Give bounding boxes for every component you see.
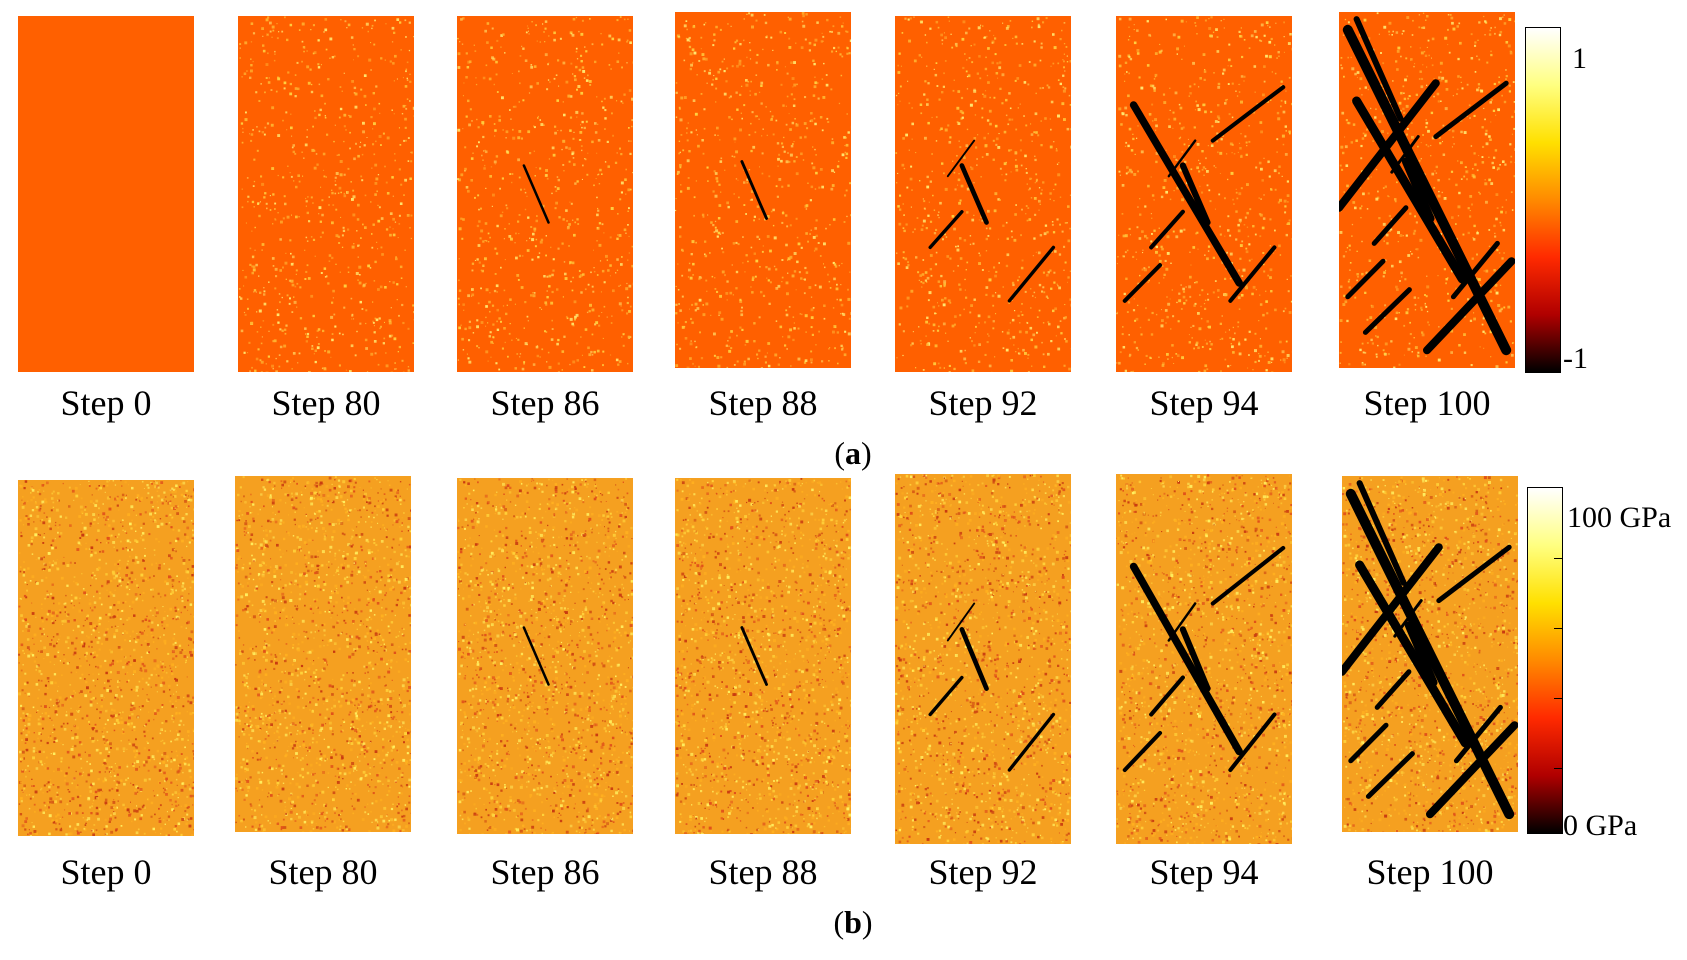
step-86-image-b bbox=[457, 478, 633, 834]
step-label: Step 88 bbox=[708, 852, 818, 892]
shear-band bbox=[1401, 157, 1435, 223]
shear-band bbox=[1122, 730, 1163, 773]
shear-band bbox=[1179, 162, 1211, 226]
shear-band bbox=[959, 163, 989, 225]
shear-band bbox=[1210, 85, 1286, 143]
colorbar-min-label-a: -1 bbox=[1563, 342, 1588, 375]
shear-band bbox=[1149, 209, 1185, 250]
shear-band bbox=[1345, 258, 1386, 300]
shear-band bbox=[1129, 562, 1243, 756]
shear-band bbox=[1436, 544, 1512, 604]
step-88-image-a bbox=[675, 12, 851, 368]
step-80-image-a bbox=[238, 16, 414, 372]
step-label: Step 92 bbox=[928, 383, 1038, 423]
colorbar-b bbox=[1527, 487, 1563, 834]
step-label: Step 86 bbox=[490, 383, 600, 423]
colorbar-max-label-b: 100 GPa bbox=[1567, 501, 1672, 534]
step-label: Step 0 bbox=[60, 383, 152, 423]
step-0-image-a bbox=[18, 16, 194, 372]
shear-band bbox=[1356, 480, 1407, 586]
shear-band bbox=[946, 139, 976, 178]
shear-band bbox=[1362, 287, 1412, 335]
step-100-image-a bbox=[1339, 12, 1515, 368]
shear-band bbox=[1149, 675, 1185, 717]
step-label: Step 80 bbox=[271, 383, 381, 423]
shear-band bbox=[1355, 560, 1470, 748]
step-label: Step 92 bbox=[928, 852, 1038, 892]
step-86-image-a bbox=[457, 16, 633, 372]
step-label: Step 94 bbox=[1149, 383, 1259, 423]
shear-band bbox=[1450, 240, 1500, 300]
shear-band bbox=[1228, 245, 1277, 303]
shear-band bbox=[1339, 79, 1440, 212]
step-label: Step 0 bbox=[60, 852, 152, 892]
shear-band bbox=[522, 626, 550, 686]
shear-band bbox=[1453, 704, 1503, 764]
panel-tag-a: (a) bbox=[834, 435, 872, 471]
shear-band bbox=[1353, 16, 1404, 122]
step-94-image-b bbox=[1116, 474, 1292, 844]
step-92-image-a bbox=[895, 16, 1071, 372]
shear-band bbox=[1423, 257, 1515, 355]
shear-band bbox=[1007, 245, 1056, 303]
shear-band bbox=[959, 627, 989, 691]
step-label: Step 100 bbox=[1366, 852, 1494, 892]
shear-band bbox=[740, 626, 768, 686]
shear-band bbox=[522, 164, 550, 224]
shear-band bbox=[1365, 751, 1415, 799]
shear-band bbox=[1433, 80, 1509, 140]
step-label: Step 94 bbox=[1149, 852, 1259, 892]
shear-band bbox=[928, 675, 964, 717]
step-88-image-b bbox=[675, 478, 851, 834]
shear-band bbox=[1404, 621, 1438, 687]
shear-band bbox=[946, 602, 976, 642]
panel-tag-b: (b) bbox=[833, 904, 873, 940]
shear-band bbox=[1342, 543, 1443, 676]
step-100-image-b bbox=[1342, 476, 1518, 832]
step-0-image-b bbox=[18, 480, 194, 836]
shear-band bbox=[1371, 205, 1409, 246]
shear-band bbox=[1122, 263, 1163, 303]
shear-band bbox=[1228, 712, 1277, 773]
shear-band bbox=[1007, 712, 1056, 772]
shear-band bbox=[928, 210, 964, 250]
shear-band bbox=[1352, 96, 1467, 284]
shear-band bbox=[740, 160, 768, 220]
colorbar-a bbox=[1525, 27, 1561, 373]
step-label: Step 88 bbox=[708, 383, 818, 423]
shear-band bbox=[1129, 101, 1243, 287]
step-label: Step 100 bbox=[1363, 383, 1491, 423]
shear-band bbox=[1426, 721, 1518, 819]
shear-band bbox=[1348, 722, 1389, 764]
step-92-image-b bbox=[895, 474, 1071, 844]
colorbar-max-label-a: 1 bbox=[1572, 42, 1587, 75]
step-94-image-a bbox=[1116, 16, 1292, 372]
shear-band bbox=[1210, 545, 1286, 606]
shear-band bbox=[1374, 669, 1412, 710]
shear-band bbox=[1179, 626, 1211, 692]
step-80-image-b bbox=[235, 476, 411, 832]
step-label: Step 86 bbox=[490, 852, 600, 892]
step-label: Step 80 bbox=[268, 852, 378, 892]
colorbar-min-label-b: 0 GPa bbox=[1563, 809, 1638, 842]
